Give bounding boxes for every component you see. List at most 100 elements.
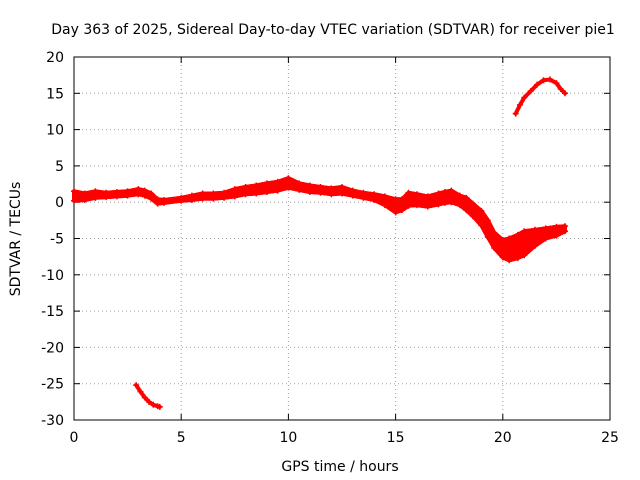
data-point — [221, 194, 228, 201]
data-point — [339, 190, 345, 197]
data-point — [231, 186, 238, 193]
data-point — [349, 192, 356, 199]
x-tick-label: 15 — [387, 430, 405, 446]
data-point — [242, 191, 249, 198]
data-point — [478, 207, 485, 214]
data-point — [199, 190, 206, 197]
data-point — [405, 189, 412, 196]
data-point — [371, 191, 378, 198]
x-tick-label: 20 — [494, 430, 512, 446]
data-point — [399, 196, 406, 203]
data-point — [499, 254, 506, 261]
data-point — [339, 183, 345, 190]
data-point — [521, 94, 528, 101]
x-tick-label: 25 — [601, 430, 619, 446]
data-point — [540, 77, 547, 84]
data-point — [534, 81, 541, 88]
data-point — [456, 192, 463, 199]
data-point — [360, 194, 367, 201]
data-point — [221, 189, 228, 196]
data-point — [253, 190, 260, 197]
y-tick-label: -5 — [50, 232, 64, 248]
grid — [74, 57, 610, 420]
x-tick-label: 0 — [70, 430, 79, 446]
data-point — [463, 207, 470, 214]
data-point — [296, 186, 303, 193]
data-point — [456, 202, 463, 209]
data-point — [242, 183, 249, 190]
data-point — [392, 196, 399, 203]
data-point — [81, 197, 88, 204]
data-point — [103, 194, 110, 201]
x-tick-label: 10 — [279, 430, 297, 446]
data-point — [506, 257, 513, 264]
data-point — [561, 223, 568, 230]
data-point — [561, 90, 568, 97]
data-point — [317, 183, 324, 190]
data-point — [514, 231, 521, 238]
data-point — [531, 226, 538, 233]
x-tick-label: 5 — [177, 430, 186, 446]
data-point — [360, 189, 367, 196]
data-point — [463, 194, 470, 201]
chart-title: Day 363 of 2025, Sidereal Day-to-day VTE… — [51, 22, 615, 38]
data-point — [448, 199, 455, 206]
data-point — [512, 110, 519, 117]
data-point — [441, 199, 448, 206]
data-point — [113, 193, 120, 200]
data-point — [148, 190, 155, 197]
data-point — [553, 232, 560, 239]
data-point — [521, 228, 528, 235]
data-point — [92, 194, 99, 201]
data-point — [484, 217, 491, 224]
data-point — [263, 189, 270, 196]
data-point — [448, 187, 455, 194]
series-early-negative-arc — [134, 383, 162, 409]
data-point — [371, 197, 378, 204]
data-point — [441, 189, 448, 196]
y-tick-label: -15 — [41, 304, 64, 320]
data-point — [546, 76, 553, 83]
data-point — [124, 192, 131, 199]
y-tick-label: 5 — [55, 159, 64, 175]
data-point — [285, 184, 292, 191]
data-series — [71, 76, 568, 410]
data-point — [424, 193, 431, 200]
data-point — [328, 191, 335, 198]
data-point — [199, 195, 206, 202]
data-point — [553, 223, 560, 230]
y-tick-label: -10 — [41, 268, 64, 284]
data-point — [531, 242, 538, 249]
data-point — [263, 180, 270, 187]
data-point — [514, 255, 521, 262]
data-point — [317, 189, 324, 196]
axis-ticks: 0 5 10 15 20 25 20 15 10 5 0 -5 -10 -15 -20 -25 -30 — [41, 50, 619, 446]
data-point — [150, 401, 157, 408]
data-point — [349, 187, 356, 194]
data-point — [521, 252, 528, 259]
data-point — [469, 212, 476, 219]
data-point — [491, 229, 498, 236]
data-point — [253, 182, 260, 189]
data-point — [137, 388, 144, 395]
y-tick-label: 15 — [46, 86, 64, 102]
data-point — [561, 228, 568, 235]
data-point — [381, 202, 388, 209]
data-point — [469, 200, 476, 207]
data-point — [274, 187, 281, 194]
data-point — [499, 236, 506, 243]
data-point — [154, 200, 161, 207]
data-point — [414, 202, 421, 209]
data-point — [557, 85, 564, 92]
data-point — [92, 188, 99, 195]
data-point — [133, 382, 140, 389]
data-point — [506, 235, 513, 242]
data-point — [328, 185, 335, 192]
y-tick-label: 20 — [46, 50, 64, 66]
data-point — [285, 175, 292, 182]
data-point — [161, 199, 168, 206]
data-point — [156, 403, 163, 410]
data-point — [210, 195, 217, 202]
y-tick-label: 0 — [55, 195, 64, 211]
data-point — [392, 209, 399, 216]
